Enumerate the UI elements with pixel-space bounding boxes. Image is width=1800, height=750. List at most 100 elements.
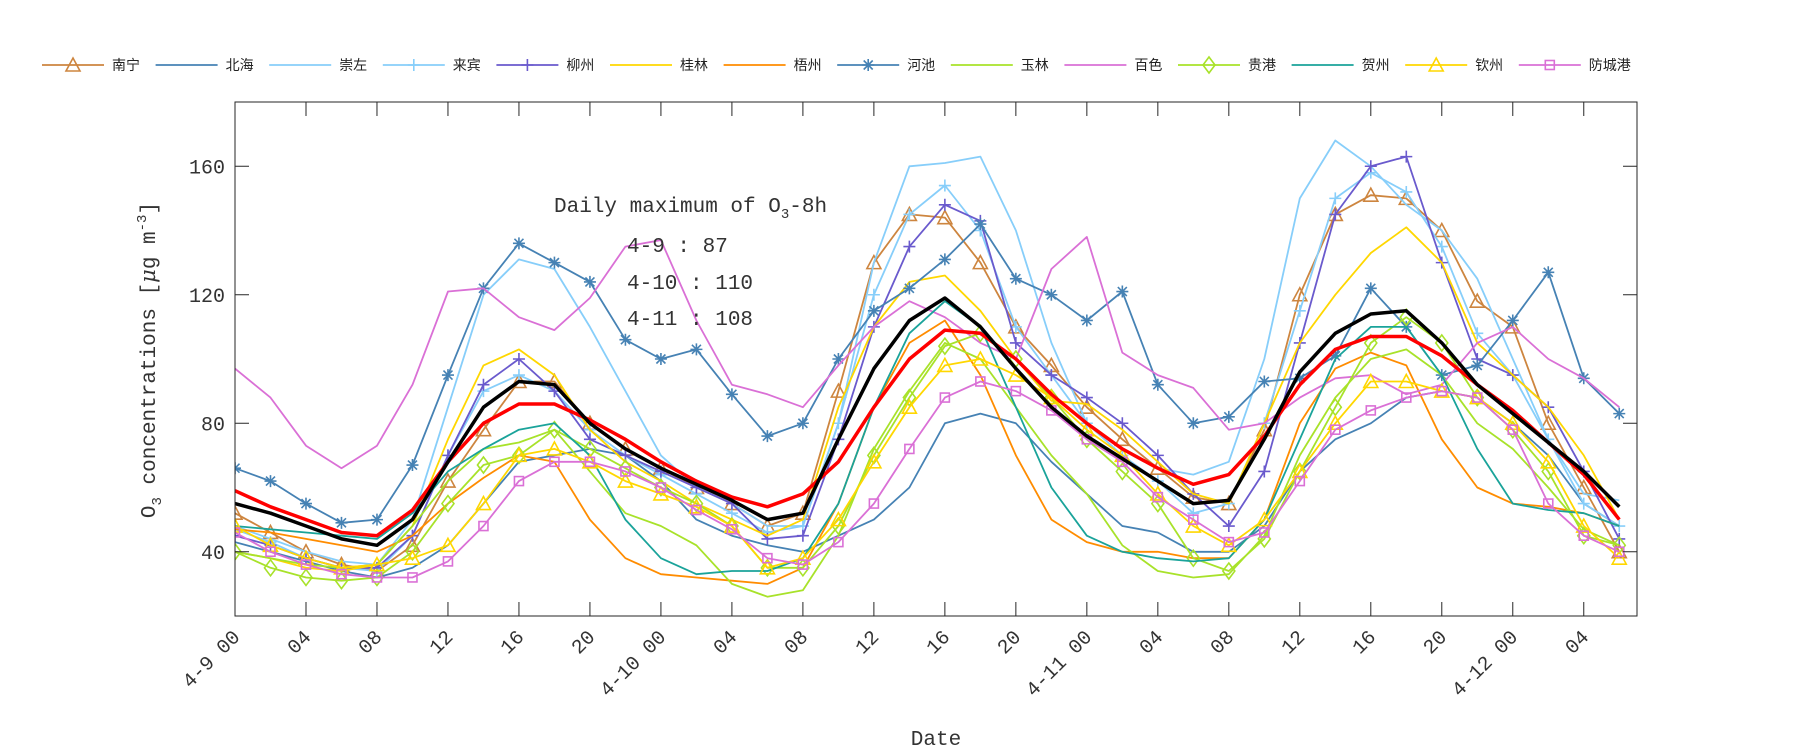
x-tick-label: 08	[355, 627, 388, 660]
plot-frame	[234, 101, 1638, 617]
data-point-marker	[936, 208, 954, 225]
data-point-marker	[1184, 517, 1202, 533]
data-point-marker	[865, 253, 883, 270]
series-5	[235, 226, 1621, 572]
data-point-marker	[1610, 549, 1628, 565]
data-point-marker	[235, 504, 244, 520]
data-point-marker	[1400, 185, 1413, 198]
data-point-marker	[654, 353, 667, 365]
data-point-marker	[1575, 517, 1593, 533]
series-line	[235, 296, 1621, 548]
legend-item: 玉林	[950, 58, 1049, 74]
data-point-marker	[1397, 372, 1415, 389]
data-point-marker	[939, 392, 951, 403]
data-point-marker	[1539, 453, 1557, 469]
x-tick-label: 04	[710, 627, 743, 660]
legend-marker	[521, 59, 534, 71]
data-point-marker	[1468, 292, 1486, 308]
data-point-marker	[368, 555, 386, 572]
series-line	[235, 155, 1621, 569]
data-point-marker	[903, 208, 916, 221]
data-point-marker	[867, 288, 880, 301]
data-point-marker	[903, 240, 916, 253]
data-point-marker	[690, 343, 703, 356]
data-point-marker	[904, 443, 915, 455]
legend-label: 桂林	[680, 58, 708, 74]
data-point-marker	[761, 430, 774, 443]
legend-item: 百色	[1064, 57, 1162, 74]
series-line	[235, 223, 1620, 524]
data-point-marker	[796, 529, 809, 542]
data-point-marker	[1292, 462, 1307, 481]
data-point-marker	[264, 475, 277, 488]
data-point-marker	[901, 398, 918, 414]
y-tick-label: 160	[189, 157, 225, 180]
data-point-marker	[1116, 285, 1129, 298]
data-point-marker	[298, 568, 313, 587]
legend-marker	[1427, 56, 1445, 72]
x-tick-label: 4-9 00	[179, 627, 246, 694]
legend-item: 来宾	[382, 58, 481, 74]
data-point-marker	[1578, 530, 1590, 541]
data-point-marker	[1255, 510, 1273, 527]
legend-label: 来宾	[453, 58, 481, 74]
data-point-marker	[1009, 336, 1022, 349]
legend-label: 防城港	[1589, 58, 1631, 74]
data-point-marker	[1187, 507, 1200, 520]
data-point-marker	[865, 453, 883, 469]
data-point-marker	[1435, 240, 1448, 253]
x-tick-label: 08	[781, 627, 814, 660]
data-point-marker	[620, 466, 631, 477]
data-point-marker	[405, 542, 420, 562]
data-point-marker	[512, 237, 525, 250]
data-point-marker	[1151, 378, 1164, 391]
data-point-marker	[584, 456, 596, 468]
data-point-marker	[1542, 498, 1554, 509]
data-point-marker	[583, 433, 596, 446]
legend-marker	[862, 59, 875, 71]
x-tick-label: 20	[1419, 627, 1452, 660]
legend-label: 崇左	[339, 58, 367, 74]
data-point-marker	[937, 336, 952, 356]
data-point-marker	[1577, 497, 1590, 510]
data-point-marker	[1293, 372, 1306, 385]
data-point-marker	[1363, 333, 1378, 353]
data-point-marker	[583, 275, 596, 288]
data-point-marker	[1258, 375, 1271, 388]
y-tick-label: 40	[201, 543, 225, 566]
data-point-marker	[1612, 535, 1627, 555]
legend-label: 柳州	[566, 57, 594, 74]
series-line	[235, 316, 1620, 582]
data-point-marker	[1221, 561, 1236, 581]
data-point-marker	[619, 333, 632, 346]
data-point-marker	[407, 572, 418, 583]
data-point-marker	[1364, 160, 1377, 173]
y-tick-label: 120	[189, 286, 225, 309]
data-point-marker	[1362, 372, 1380, 389]
data-point-marker	[1364, 282, 1377, 295]
x-tick-label: 20	[994, 627, 1027, 660]
data-point-marker	[1365, 405, 1377, 416]
data-point-marker	[1362, 186, 1380, 202]
legend-item: 柳州	[496, 57, 594, 74]
data-point-marker	[1330, 424, 1341, 435]
data-point-marker	[1506, 314, 1519, 327]
data-point-marker	[938, 253, 951, 266]
series-layer	[235, 139, 1628, 598]
legend-label: 玉林	[1021, 58, 1049, 74]
data-point-marker	[1152, 491, 1164, 503]
legend-label: 北海	[226, 58, 254, 74]
data-point-marker	[1539, 414, 1557, 431]
series-11	[235, 300, 1620, 576]
data-point-marker	[1433, 221, 1451, 238]
data-point-marker	[1400, 150, 1413, 163]
series-2	[235, 139, 1620, 566]
legend-item: 钦州	[1405, 56, 1503, 74]
legend-label: 贺州	[1362, 58, 1390, 74]
series-line	[235, 171, 1620, 572]
data-point-marker	[299, 497, 312, 510]
data-point-marker	[511, 446, 526, 465]
data-point-marker	[903, 282, 916, 295]
data-point-marker	[440, 494, 455, 513]
